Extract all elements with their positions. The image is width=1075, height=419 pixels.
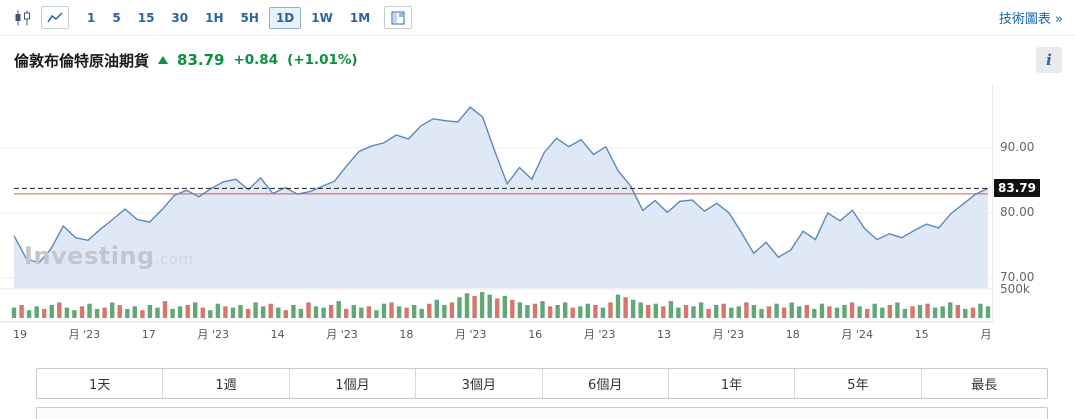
timeframe-1h[interactable]: 1H bbox=[198, 7, 230, 29]
x-axis-label: 月 '24 bbox=[841, 328, 873, 341]
last-price: 83.79 bbox=[177, 51, 225, 69]
instrument-title: 倫敦布倫特原油期貨 bbox=[14, 51, 150, 70]
chart-area: 19 月 '23 17 月 '23 14 月 '23 18 月 '23 16 月 '23 13 月 '… bbox=[0, 84, 1075, 346]
chart-layout-button[interactable] bbox=[384, 6, 413, 29]
candlestick-chart-icon[interactable] bbox=[12, 8, 34, 28]
x-axis-label: 月 '23 bbox=[584, 328, 616, 341]
chart-toolbar: 1 5 15 30 1H 5H 1D 1W 1M 技術圖表 » bbox=[0, 0, 1075, 36]
price-change-percent: (+1.01%) bbox=[287, 52, 358, 68]
last-price-tag: 83.79 bbox=[994, 179, 1040, 198]
price-axis: 83.79 90.00 80.00 70.00 500k bbox=[992, 84, 1075, 322]
range-selector: 1天 1週 1個月 3個月 6個月 1年 5年 最長 bbox=[36, 368, 1048, 399]
volume-axis-label: 500k bbox=[1000, 282, 1030, 296]
x-axis-label: 17 bbox=[142, 328, 156, 341]
timeframe-list: 1 5 15 30 1H 5H 1D 1W 1M bbox=[80, 6, 377, 29]
volume-bars bbox=[11, 292, 991, 318]
y-axis-label: 90.00 bbox=[1000, 140, 1035, 154]
up-arrow-icon bbox=[158, 56, 169, 64]
x-axis-label: 14 bbox=[271, 328, 285, 341]
grid-layout-icon bbox=[391, 11, 405, 24]
x-axis-label: 18 bbox=[786, 328, 800, 341]
range-1m[interactable]: 1個月 bbox=[288, 369, 415, 398]
timeframe-1[interactable]: 1 bbox=[80, 7, 102, 29]
timeframe-15[interactable]: 15 bbox=[131, 7, 162, 29]
timeframe-5[interactable]: 5 bbox=[105, 7, 127, 29]
range-5y[interactable]: 5年 bbox=[794, 369, 920, 398]
x-axis-label: 月 '23 bbox=[455, 328, 487, 341]
line-chart-icon bbox=[47, 11, 63, 22]
price-line bbox=[13, 106, 989, 264]
range-1y[interactable]: 1年 bbox=[667, 369, 794, 398]
y-axis-label: 80.00 bbox=[1000, 205, 1035, 219]
range-1d[interactable]: 1天 bbox=[89, 378, 111, 393]
technical-chart-link[interactable]: 技術圖表 » bbox=[998, 12, 1063, 27]
range-1w[interactable]: 1週 bbox=[162, 369, 288, 398]
price-change: +0.84 bbox=[233, 52, 279, 68]
range-max[interactable]: 最長 bbox=[920, 369, 1047, 398]
toolbar-left-group: 1 5 15 30 1H 5H 1D 1W 1M bbox=[12, 6, 999, 29]
x-axis-label: 月 '23 bbox=[326, 328, 358, 341]
x-axis-label: 月 '23 bbox=[69, 328, 101, 341]
x-axis-label: 13 bbox=[657, 328, 671, 341]
quote-header: 倫敦布倫特原油期貨 83.79 +0.84 (+1.01%) bbox=[14, 46, 358, 74]
bottom-panel bbox=[36, 407, 1048, 419]
x-axis-label: 19 bbox=[13, 328, 27, 341]
timeframe-30[interactable]: 30 bbox=[164, 7, 195, 29]
y-axis-label: 70.00 bbox=[1000, 270, 1035, 284]
x-axis-label: 月 '23 bbox=[197, 328, 229, 341]
x-axis-label: 月 '23 bbox=[713, 328, 745, 341]
line-chart-type-button[interactable] bbox=[41, 6, 69, 29]
range-3m[interactable]: 3個月 bbox=[415, 369, 541, 398]
x-axis-label: 16 bbox=[528, 328, 542, 341]
chart-canvas[interactable]: 19 月 '23 17 月 '23 14 月 '23 18 月 '23 16 月 '23 13 月 '… bbox=[0, 84, 992, 346]
timeframe-1w[interactable]: 1W bbox=[304, 7, 340, 29]
timeframe-5h[interactable]: 5H bbox=[234, 7, 266, 29]
x-axis-label: 18 bbox=[399, 328, 413, 341]
price-area bbox=[14, 107, 988, 288]
timeframe-1d[interactable]: 1D bbox=[268, 6, 302, 29]
x-axis-label: 月 bbox=[981, 328, 992, 341]
range-6m[interactable]: 6個月 bbox=[541, 369, 668, 398]
x-axis-label: 15 bbox=[915, 328, 929, 341]
info-button[interactable]: i bbox=[1036, 47, 1062, 73]
timeframe-1m[interactable]: 1M bbox=[343, 7, 377, 29]
